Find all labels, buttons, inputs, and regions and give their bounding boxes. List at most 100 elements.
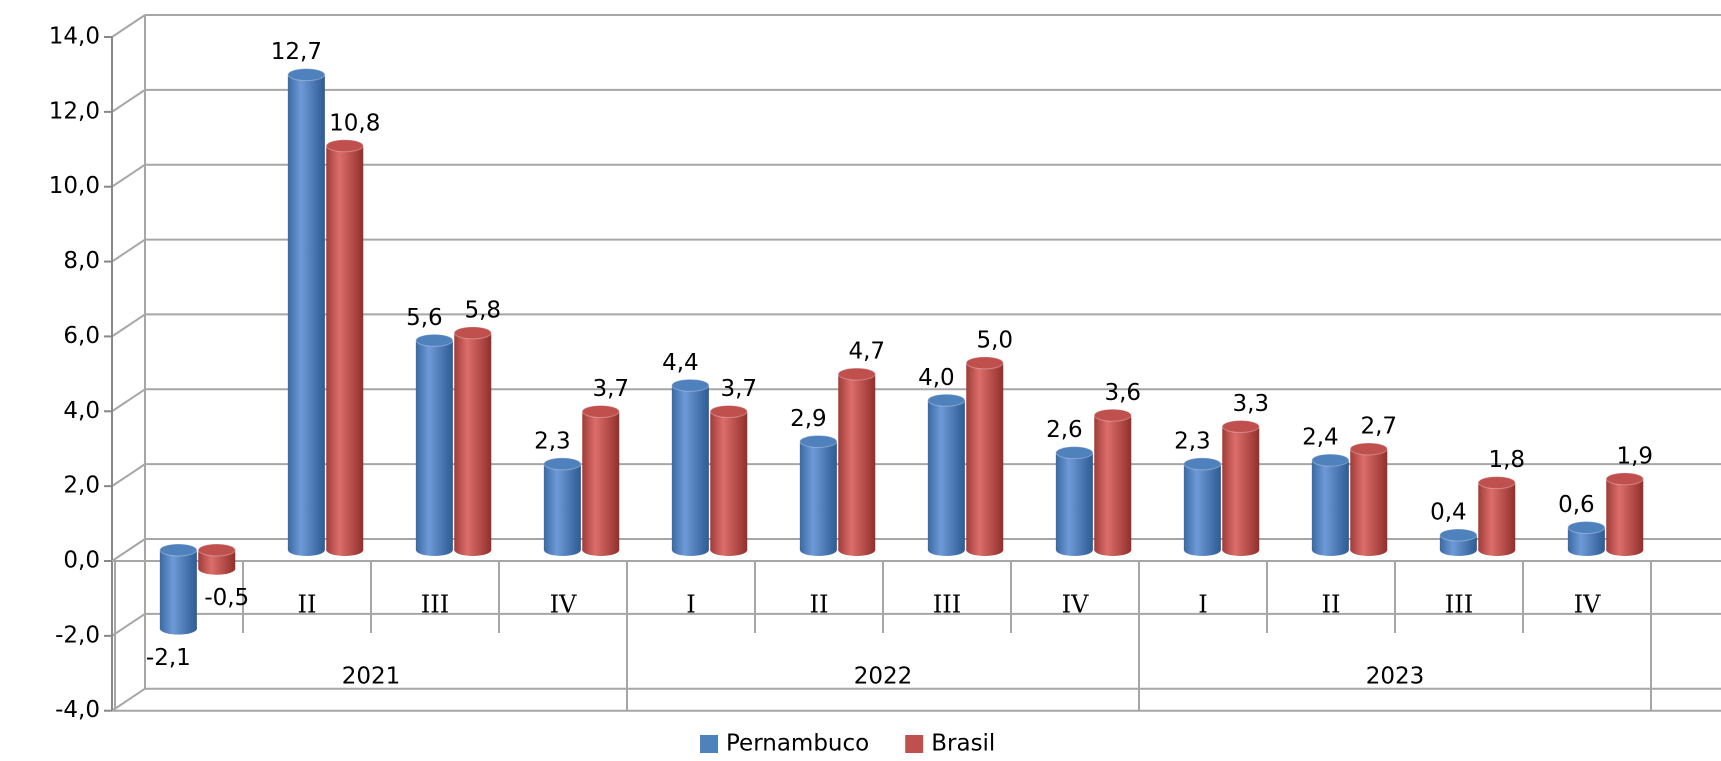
value-label: 2,7: [1360, 413, 1397, 439]
side-grid-line: [111, 238, 146, 263]
bar-top: [197, 543, 236, 557]
legend-swatch: [905, 735, 924, 753]
bar: [1311, 453, 1350, 556]
bar-body: [1311, 460, 1349, 550]
value-label: 4,0: [918, 365, 955, 391]
side-grid-line: [111, 89, 146, 113]
bar: [799, 434, 838, 556]
bar: [1439, 528, 1478, 556]
bar-top: [1055, 446, 1094, 460]
value-label: 1,9: [1616, 443, 1653, 469]
bar-body: [966, 362, 1004, 550]
bar-top: [415, 333, 454, 347]
x-tick-label: III: [421, 591, 449, 619]
bar-top: [1221, 419, 1260, 433]
bar-body: [1606, 478, 1644, 550]
bar-body: [710, 411, 748, 550]
bar: [1221, 419, 1260, 556]
bar-body: [326, 145, 364, 550]
value-label: 1,8: [1488, 447, 1525, 473]
bar-top: [799, 434, 838, 448]
bar: [415, 333, 454, 556]
value-label: 2,3: [534, 428, 571, 454]
bar-body: [159, 550, 197, 629]
bar-top: [159, 543, 198, 557]
bar-body: [838, 374, 876, 550]
value-label: 3,7: [720, 376, 757, 402]
bar-top: [709, 405, 748, 419]
bar: [965, 356, 1004, 556]
side-grid-line: [111, 388, 146, 413]
side-grid-line: [111, 463, 146, 487]
bar-body: [799, 441, 837, 550]
value-label: 10,8: [329, 110, 380, 136]
value-label: 5,6: [406, 305, 443, 331]
bar: [1055, 446, 1094, 556]
bar-body: [927, 400, 965, 550]
bar: [581, 405, 620, 556]
value-label: 4,7: [848, 339, 885, 365]
group-label: 2022: [854, 664, 913, 690]
side-grid-line: [111, 538, 146, 562]
bar: [197, 543, 236, 575]
value-label: 2,9: [790, 406, 827, 432]
y-tick-label: 14,0: [49, 24, 100, 50]
bar-top: [1567, 521, 1606, 535]
bar-top: [927, 393, 966, 407]
value-label: 0,4: [1430, 500, 1467, 526]
value-label: -0,5: [204, 585, 249, 611]
y-tick-label: 0,0: [63, 548, 100, 574]
x-tick-label: I: [1198, 591, 1207, 619]
bar-body: [1350, 448, 1388, 550]
value-label: 3,7: [592, 376, 629, 402]
bar: [543, 457, 582, 556]
bar-body: [543, 463, 581, 550]
bar-top: [1439, 528, 1478, 542]
group-label: 2023: [1366, 664, 1425, 690]
bar-top: [965, 356, 1004, 370]
bar-top: [671, 378, 710, 392]
legend-label: Pernambuco: [726, 731, 869, 757]
x-tick-label: II: [1322, 591, 1341, 619]
bar-top: [581, 405, 620, 419]
side-grid-line: [111, 613, 146, 637]
bar: [927, 393, 966, 556]
bar: [1477, 476, 1516, 556]
value-label: 4,4: [662, 350, 699, 376]
x-tick-label: III: [1445, 591, 1473, 619]
y-tick-label: -2,0: [55, 622, 100, 648]
legend-label: Brasil: [931, 731, 995, 757]
value-label: 2,4: [1302, 425, 1339, 451]
value-label: 3,6: [1104, 380, 1141, 406]
bar-top: [837, 367, 876, 381]
x-tick-label: II: [810, 591, 829, 619]
bar: [837, 367, 876, 556]
bar-body: [1222, 426, 1260, 550]
bar-top: [1311, 453, 1350, 467]
bar: [1093, 408, 1132, 556]
y-tick-label: 8,0: [63, 248, 100, 274]
value-label: 12,7: [271, 39, 322, 65]
value-label: -2,1: [146, 645, 191, 671]
bar-body: [671, 385, 709, 550]
bar-body: [1567, 527, 1605, 550]
y-tick-label: 10,0: [49, 173, 100, 199]
y-tick-label: 6,0: [63, 323, 100, 349]
bar: [159, 543, 198, 635]
bar-body: [1094, 415, 1132, 550]
x-tick-label: IV: [550, 591, 577, 619]
value-label: 3,3: [1232, 391, 1269, 417]
value-label: 5,8: [464, 297, 501, 323]
y-tick-label: 2,0: [63, 473, 100, 499]
bar-top: [1605, 472, 1644, 486]
bar-top: [453, 326, 492, 340]
bar-top: [287, 68, 326, 82]
x-tick-label: II: [298, 591, 317, 619]
y-tick-label: 4,0: [63, 398, 100, 424]
bar-body: [1478, 482, 1516, 550]
bar: [671, 378, 710, 556]
bar-top: [1349, 442, 1388, 456]
bar: [325, 139, 364, 556]
bar-body: [1183, 463, 1221, 550]
